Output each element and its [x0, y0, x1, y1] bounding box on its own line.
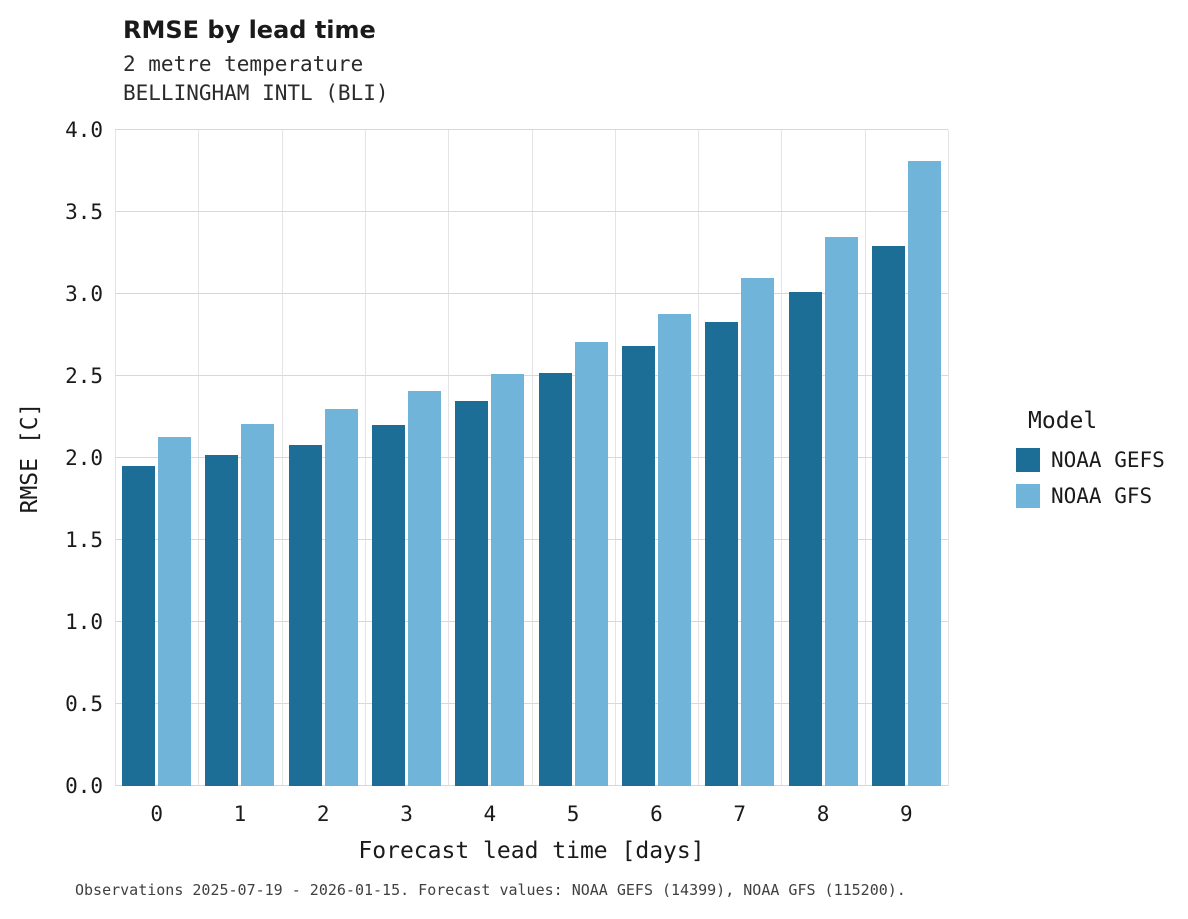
gridline-y-3.0	[115, 293, 948, 294]
x-tick-label-7: 7	[733, 802, 747, 826]
y-axis-tick-labels: 0.0 0.5 1.0 1.5 2.0 2.5 3.0 3.5 4.0	[0, 118, 103, 798]
gridline-x-1	[198, 130, 200, 786]
bar-noaa-gfs-day-3	[408, 390, 442, 786]
gridline-x-3	[364, 130, 366, 786]
y-tick-label-4.0: 4.0	[65, 118, 103, 142]
bar-noaa-gefs-day-3	[372, 425, 406, 786]
caption: Observations 2025-07-19 - 2026-01-15. Fo…	[75, 881, 906, 899]
legend-label-noaa-gefs: NOAA GEFS	[1051, 448, 1165, 472]
bar-noaa-gefs-day-4	[455, 400, 489, 786]
bar-noaa-gefs-day-2	[288, 444, 322, 786]
bar-group-day-3	[365, 130, 448, 786]
gridline-x-5	[531, 130, 533, 786]
x-tick-label-0: 0	[150, 802, 163, 826]
plot-area	[115, 129, 949, 786]
bar-group-day-5	[531, 130, 614, 786]
gridline-x-4	[448, 130, 450, 786]
gridline-x-8	[781, 130, 783, 786]
bar-group-day-9	[865, 130, 948, 786]
y-tick-label-0.5: 0.5	[65, 692, 103, 716]
y-tick-label-2.0: 2.0	[65, 446, 103, 470]
gridline-y-2.0	[115, 457, 948, 458]
x-tick-label-6: 6	[650, 802, 663, 826]
bar-noaa-gefs-day-5	[538, 372, 572, 786]
legend-item-noaa-gfs: NOAA GFS	[1016, 484, 1165, 508]
bar-noaa-gfs-day-2	[324, 408, 358, 786]
x-axis-title: Forecast lead time [days]	[358, 838, 705, 864]
legend: Model NOAA GEFS NOAA GFS	[1016, 408, 1165, 520]
x-tick-label-4: 4	[483, 802, 497, 826]
x-tick-label-1: 1	[233, 802, 247, 826]
bar-group-day-2	[282, 130, 365, 786]
x-tick-label-9: 9	[899, 802, 913, 826]
gridline-x-9	[864, 130, 866, 786]
legend-swatch-noaa-gfs	[1016, 484, 1040, 508]
bar-noaa-gefs-day-6	[621, 346, 655, 786]
bar-noaa-gefs-day-8	[788, 292, 822, 786]
bar-noaa-gefs-day-9	[871, 246, 905, 786]
legend-label-noaa-gfs: NOAA GFS	[1051, 484, 1153, 508]
gridline-x-7	[698, 130, 700, 786]
gridline-y-1.0	[115, 621, 948, 622]
gridline-x-2	[281, 130, 283, 786]
bar-group-day-6	[615, 130, 698, 786]
y-tick-label-3.0: 3.0	[65, 282, 103, 306]
gridline-y-0.0	[115, 785, 948, 786]
legend-item-noaa-gefs: NOAA GEFS	[1016, 448, 1165, 472]
x-tick-label-2: 2	[316, 802, 330, 826]
bar-noaa-gefs-day-7	[705, 321, 739, 786]
bar-noaa-gefs-day-0	[122, 466, 156, 786]
gridline-x-10	[948, 130, 949, 786]
bar-noaa-gfs-day-7	[741, 277, 775, 786]
bar-noaa-gfs-day-5	[574, 341, 608, 786]
legend-items: NOAA GEFS NOAA GFS	[1016, 448, 1165, 508]
gridline-y-0.5	[115, 703, 948, 704]
chart-title: RMSE by lead time	[123, 16, 376, 44]
bar-group-day-8	[781, 130, 864, 786]
y-tick-label-0.0: 0.0	[65, 774, 103, 798]
bar-group-day-1	[198, 130, 281, 786]
gridline-x-6	[614, 130, 616, 786]
gridline-x-0	[115, 130, 116, 786]
bar-noaa-gfs-day-0	[158, 436, 192, 786]
bar-noaa-gfs-day-8	[824, 236, 858, 786]
x-axis-tick-labels: 0 1 2 3 4 5 6 7 8 9	[115, 802, 948, 826]
chart-subtitle-station: BELLINGHAM INTL (BLI)	[123, 81, 389, 105]
chart-subtitle-variable: 2 metre temperature	[123, 52, 364, 76]
x-tick-label-5: 5	[566, 802, 580, 826]
y-tick-label-1.0: 1.0	[65, 610, 103, 634]
bar-groups	[115, 130, 948, 786]
y-tick-label-3.5: 3.5	[65, 200, 103, 224]
y-tick-label-1.5: 1.5	[65, 528, 103, 552]
gridline-y-4.0	[115, 129, 948, 130]
gridline-y-1.5	[115, 539, 948, 540]
x-tick-label-3: 3	[400, 802, 413, 826]
y-tick-label-2.5: 2.5	[65, 364, 103, 388]
bar-noaa-gfs-day-1	[241, 423, 275, 786]
bar-noaa-gfs-day-6	[657, 313, 691, 786]
bar-noaa-gfs-day-9	[907, 161, 941, 786]
legend-swatch-noaa-gefs	[1016, 448, 1040, 472]
legend-title: Model	[1028, 408, 1098, 434]
gridline-y-3.5	[115, 211, 948, 212]
bar-group-day-7	[698, 130, 781, 786]
gridline-y-2.5	[115, 375, 948, 376]
bar-group-day-4	[448, 130, 531, 786]
bar-group-day-0	[115, 130, 198, 786]
bar-noaa-gfs-day-4	[491, 374, 525, 786]
x-tick-label-8: 8	[816, 802, 830, 826]
bar-noaa-gefs-day-1	[205, 454, 239, 786]
